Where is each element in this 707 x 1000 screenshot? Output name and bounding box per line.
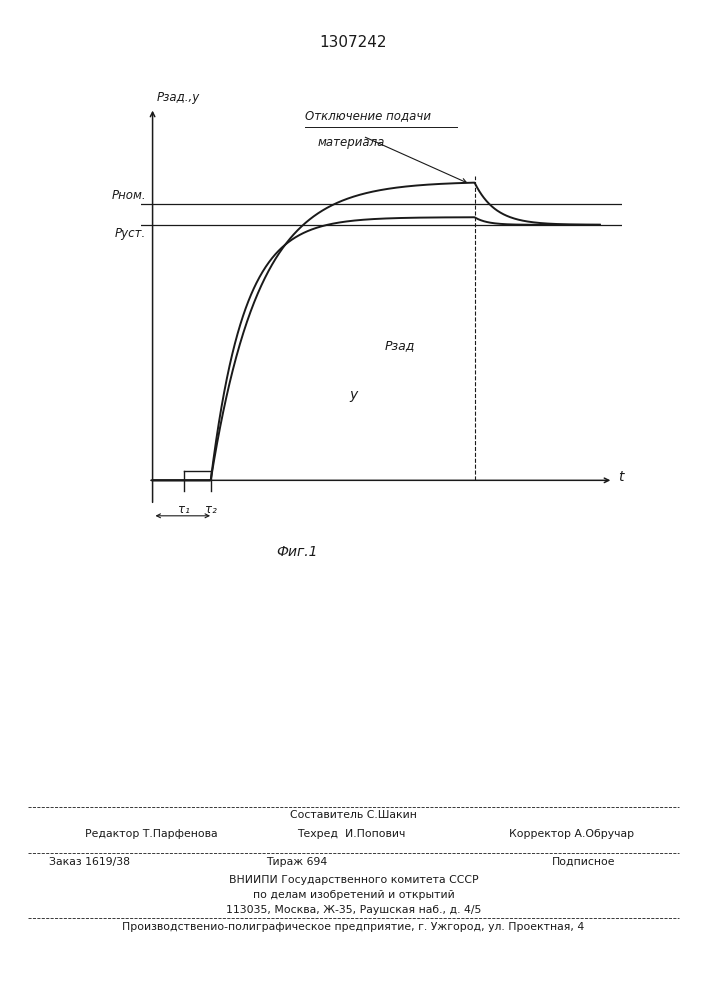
Text: у: у xyxy=(349,388,358,402)
Text: Корректор А.Обручар: Корректор А.Обручар xyxy=(509,829,634,839)
Text: Заказ 1619/38: Заказ 1619/38 xyxy=(49,857,131,867)
Text: Подписное: Подписное xyxy=(551,857,615,867)
Text: ВНИИПИ Государственного комитета СССР: ВНИИПИ Государственного комитета СССР xyxy=(228,875,479,885)
Text: 113035, Москва, Ж-35, Раушская наб., д. 4/5: 113035, Москва, Ж-35, Раушская наб., д. … xyxy=(226,905,481,915)
Text: Pуст.: Pуст. xyxy=(115,227,146,240)
Text: 1307242: 1307242 xyxy=(320,35,387,50)
Text: Составитель С.Шакин: Составитель С.Шакин xyxy=(290,810,417,820)
Text: τ₁: τ₁ xyxy=(178,503,189,516)
Text: Техред  И.Попович: Техред И.Попович xyxy=(297,829,405,839)
Text: Редактор Т.Парфенова: Редактор Т.Парфенова xyxy=(85,829,218,839)
Text: τ₂: τ₂ xyxy=(205,503,216,516)
Text: Производственио-полиграфическое предприятие, г. Ужгород, ул. Проектная, 4: Производственио-полиграфическое предприя… xyxy=(122,922,585,932)
Text: Pном.: Pном. xyxy=(111,189,146,202)
Text: Фиг.1: Фиг.1 xyxy=(276,545,317,559)
Text: t: t xyxy=(618,470,623,484)
Text: Pзад: Pзад xyxy=(385,339,416,352)
Text: Отключение подачи: Отключение подачи xyxy=(305,109,431,122)
Text: Pзад.,у: Pзад.,у xyxy=(157,91,200,104)
Text: материала: материала xyxy=(318,136,385,149)
Text: Тираж 694: Тираж 694 xyxy=(267,857,327,867)
Text: по делам изобретений и открытий: по делам изобретений и открытий xyxy=(252,890,455,900)
